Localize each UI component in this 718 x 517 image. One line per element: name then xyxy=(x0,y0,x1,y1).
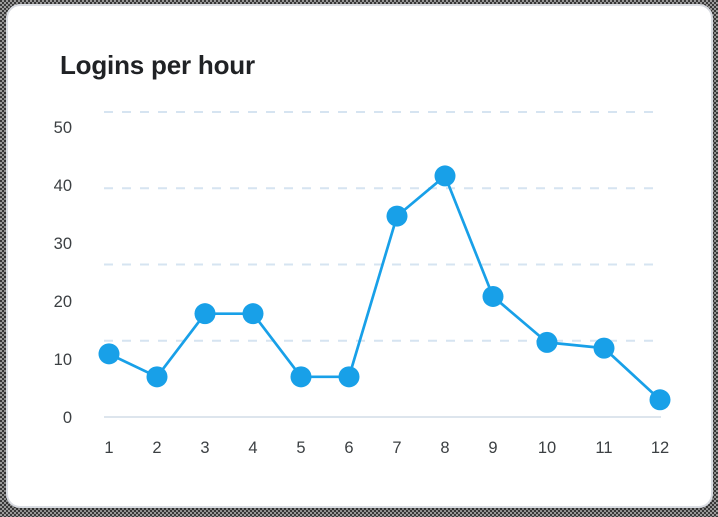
y-axis-tick-label: 0 xyxy=(63,409,72,427)
data-point xyxy=(146,366,168,388)
x-axis-tick-label: 2 xyxy=(152,439,161,457)
data-point xyxy=(649,389,671,411)
y-axis-tick-label: 50 xyxy=(54,119,72,137)
x-axis-tick-label: 9 xyxy=(488,439,497,457)
data-point xyxy=(242,303,264,325)
data-point xyxy=(194,303,216,325)
x-axis-tick-label: 3 xyxy=(200,439,209,457)
x-axis-tick-label: 5 xyxy=(296,439,305,457)
data-point xyxy=(98,343,120,365)
x-axis-tick-label: 7 xyxy=(392,439,401,457)
data-point xyxy=(338,366,360,388)
x-axis-tick-label: 12 xyxy=(651,439,669,457)
y-axis-tick-label: 10 xyxy=(54,351,72,369)
x-axis-tick-label: 4 xyxy=(248,439,257,457)
x-axis-tick-label: 10 xyxy=(538,439,556,457)
data-point xyxy=(434,165,456,187)
y-axis-tick-label: 20 xyxy=(54,293,72,311)
y-axis-tick-label: 30 xyxy=(54,235,72,253)
y-axis-tick-label: 40 xyxy=(54,177,72,195)
data-point xyxy=(386,205,408,227)
data-point xyxy=(482,285,504,307)
data-point xyxy=(290,366,312,388)
x-axis-tick-label: 6 xyxy=(344,439,353,457)
x-axis-tick-label: 1 xyxy=(104,439,113,457)
data-point xyxy=(536,331,558,353)
data-line xyxy=(107,174,662,402)
data-point xyxy=(593,337,615,359)
chart-card xyxy=(6,4,713,508)
x-axis-tick-label: 11 xyxy=(595,439,612,457)
x-axis-tick-label: 8 xyxy=(440,439,449,457)
chart-title: Logins per hour xyxy=(60,50,255,80)
